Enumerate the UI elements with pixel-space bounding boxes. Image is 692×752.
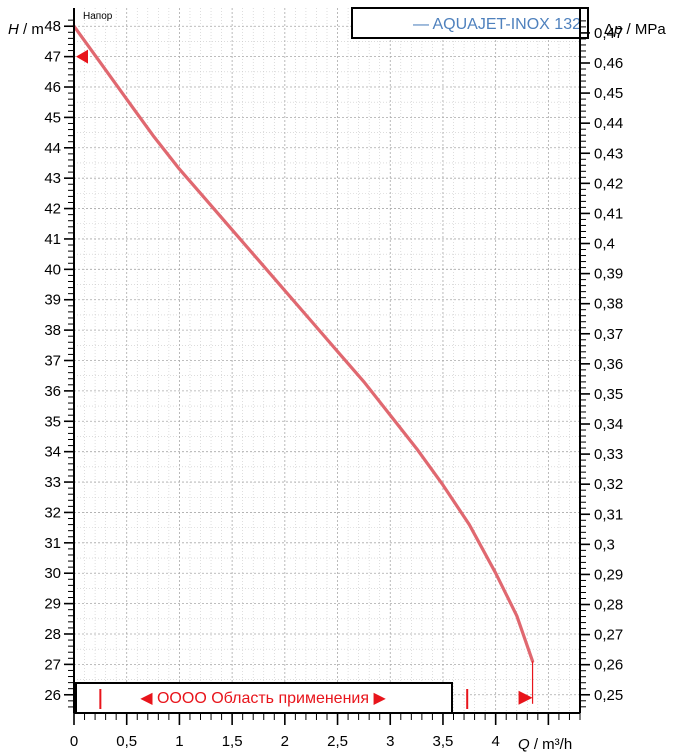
x-tick-label: 3 <box>386 733 394 750</box>
y-tick-label: 30 <box>44 565 61 582</box>
y2-tick-label: 0,37 <box>594 326 623 343</box>
y2-tick-label: 0,43 <box>594 145 623 162</box>
y-tick-label: 48 <box>44 18 61 35</box>
y2-tick-label: 0,38 <box>594 296 623 313</box>
y2-tick-label: 0,39 <box>594 266 623 283</box>
y-tick-label: 41 <box>44 231 61 248</box>
y2-axis-title: Δp / MPa <box>604 21 666 38</box>
y2-tick-label: 0,4 <box>594 236 615 253</box>
y-tick-label: 42 <box>44 201 61 218</box>
x-tick-label: 4 <box>491 733 499 750</box>
y-tick-label: 45 <box>44 109 61 126</box>
range-box <box>75 682 453 714</box>
major-grid <box>74 8 580 713</box>
y-tick-label: 44 <box>44 140 61 157</box>
y2-tick-label: 0,44 <box>594 115 623 132</box>
range-label: ◀ OOOO Область применения ▶ <box>140 690 386 707</box>
left-marker <box>76 49 88 64</box>
x-tick-label: 1,5 <box>222 733 243 750</box>
range-bars <box>99 689 469 709</box>
y2-tick-label: 0,46 <box>594 55 623 72</box>
y-tick-label: 31 <box>44 535 61 552</box>
y-tick-label: 33 <box>44 474 61 491</box>
y2-tick-label: 0,29 <box>594 566 623 583</box>
chart-title: Напор <box>83 11 113 22</box>
y2-tick-label: 0,42 <box>594 175 623 192</box>
y-tick-label: 37 <box>44 353 61 370</box>
y-tick-label: 26 <box>44 687 61 704</box>
y-tick-label: 36 <box>44 383 61 400</box>
right-marker <box>518 690 533 705</box>
y-tick-label: 35 <box>44 413 61 430</box>
range-markers <box>76 49 534 705</box>
y-tick-label: 28 <box>44 626 61 643</box>
y2-axis-ticks: 0,25 0,26 0,27 0,28 0,29 0,3 0,31 0,32 0,33 0,34 0… <box>580 20 623 708</box>
y2-tick-label: 0,3 <box>594 536 615 553</box>
x-tick-label: 0,5 <box>116 733 137 750</box>
y2-tick-label: 0,34 <box>594 416 623 433</box>
y-axis-title: H / m <box>8 21 44 38</box>
y-tick-label: 47 <box>44 49 61 66</box>
y-tick-label: 38 <box>44 322 61 339</box>
x-tick-label: 2,5 <box>327 733 348 750</box>
y-tick-label: 29 <box>44 596 61 613</box>
x-axis-ticks: 0 0,5 1 1,5 2 2,5 3 3,5 4 <box>70 713 581 750</box>
x-tick-label: 2 <box>281 733 289 750</box>
y2-tick-label: 0,31 <box>594 506 623 523</box>
y2-tick-label: 0,27 <box>594 627 623 644</box>
y2-tick-label: 0,47 <box>594 25 623 42</box>
y2-tick-label: 0,35 <box>594 386 623 403</box>
y-tick-label: 27 <box>44 656 61 673</box>
y2-tick-label: 0,28 <box>594 597 623 614</box>
legend-entry: — AQUAJET-INOX 132 <box>413 16 581 33</box>
y-tick-label: 46 <box>44 79 61 96</box>
y2-tick-label: 0,41 <box>594 205 623 222</box>
y2-tick-label: 0,25 <box>594 687 623 704</box>
y2-tick-label: 0,33 <box>594 446 623 463</box>
y2-tick-label: 0,26 <box>594 657 623 674</box>
legend-box <box>351 7 589 39</box>
y-tick-label: 43 <box>44 170 61 187</box>
x-tick-label: 0 <box>70 733 78 750</box>
minor-grid <box>74 8 580 713</box>
y-tick-label: 32 <box>44 504 61 521</box>
x-tick-label: 1 <box>175 733 183 750</box>
y-tick-label: 39 <box>44 292 61 309</box>
y-tick-label: 40 <box>44 261 61 278</box>
y-tick-label: 34 <box>44 444 61 461</box>
series-line <box>72 24 535 663</box>
y2-tick-label: 0,45 <box>594 85 623 102</box>
y2-tick-label: 0,36 <box>594 356 623 373</box>
y2-tick-label: 0,32 <box>594 476 623 493</box>
x-axis-title: Q / m³/h <box>518 736 572 752</box>
x-tick-label: 3,5 <box>433 733 454 750</box>
y-axis-ticks: 26 27 28 29 30 31 32 33 34 35 36 37 38 39 40 41 42 43 44 45… <box>44 18 74 708</box>
